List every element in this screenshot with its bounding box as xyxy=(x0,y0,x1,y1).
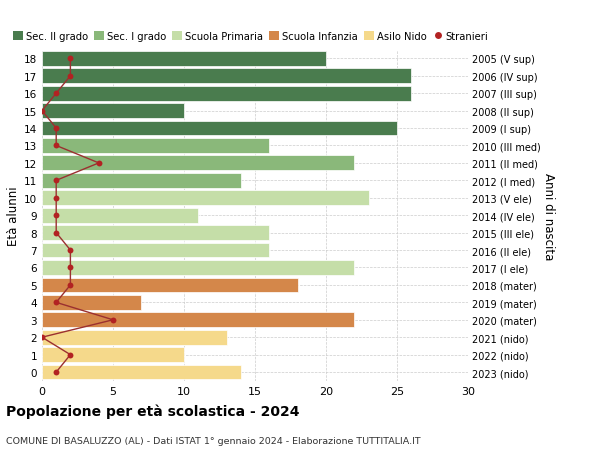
Bar xyxy=(42,52,326,67)
Bar xyxy=(42,261,355,275)
Point xyxy=(52,212,61,219)
Point xyxy=(65,264,75,272)
Bar xyxy=(42,243,269,258)
Point xyxy=(37,334,47,341)
Bar xyxy=(42,330,227,345)
Point xyxy=(65,282,75,289)
Bar xyxy=(42,226,269,241)
Point xyxy=(65,351,75,358)
Point xyxy=(108,316,118,324)
Point xyxy=(52,230,61,237)
Point xyxy=(52,90,61,98)
Bar xyxy=(42,295,142,310)
Bar xyxy=(42,174,241,188)
Point xyxy=(65,73,75,80)
Text: Popolazione per età scolastica - 2024: Popolazione per età scolastica - 2024 xyxy=(6,404,299,419)
Point xyxy=(65,56,75,63)
Y-axis label: Età alunni: Età alunni xyxy=(7,186,20,246)
Point xyxy=(52,369,61,376)
Bar xyxy=(42,139,269,154)
Bar xyxy=(42,313,355,327)
Bar xyxy=(42,191,368,206)
Bar xyxy=(42,104,184,119)
Point xyxy=(52,177,61,185)
Bar xyxy=(42,278,298,293)
Bar xyxy=(42,69,411,84)
Point xyxy=(52,125,61,133)
Y-axis label: Anni di nascita: Anni di nascita xyxy=(542,172,555,259)
Bar xyxy=(42,208,198,223)
Bar xyxy=(42,365,241,380)
Legend: Sec. II grado, Sec. I grado, Scuola Primaria, Scuola Infanzia, Asilo Nido, Stran: Sec. II grado, Sec. I grado, Scuola Prim… xyxy=(13,32,488,42)
Point xyxy=(52,142,61,150)
Point xyxy=(52,299,61,306)
Bar xyxy=(42,87,411,101)
Bar xyxy=(42,156,355,171)
Text: COMUNE DI BASALUZZO (AL) - Dati ISTAT 1° gennaio 2024 - Elaborazione TUTTITALIA.: COMUNE DI BASALUZZO (AL) - Dati ISTAT 1°… xyxy=(6,436,421,445)
Bar xyxy=(42,347,184,362)
Point xyxy=(65,247,75,254)
Point xyxy=(94,160,104,167)
Bar xyxy=(42,121,397,136)
Point xyxy=(52,195,61,202)
Point xyxy=(37,108,47,115)
